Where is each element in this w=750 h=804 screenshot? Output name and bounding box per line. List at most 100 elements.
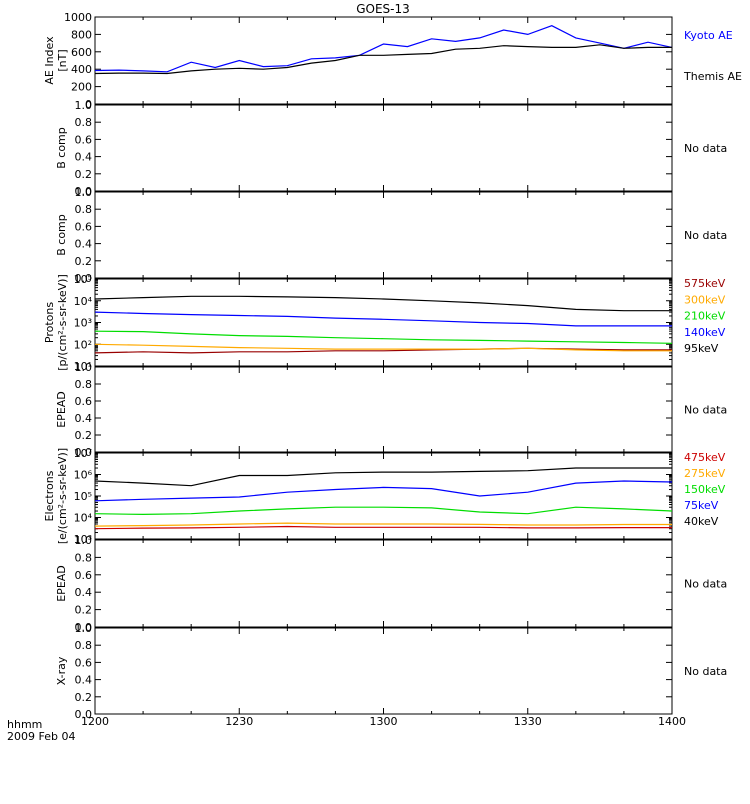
y-tick-label: 0.4 (75, 151, 93, 164)
y-tick-label: 800 (71, 28, 92, 41)
series-line (94, 295, 672, 312)
legend-entry: Kyoto AE (684, 29, 733, 42)
y-axis-label: [p/(cm²-s-sr-keV)] (56, 274, 69, 371)
series-line (94, 522, 672, 527)
y-tick-label: 0.0 (75, 708, 93, 721)
series-line (94, 480, 673, 502)
y-axis-label: Protons (43, 302, 56, 343)
panel-frame (94, 366, 673, 453)
legend-entry: Themis AE (683, 70, 742, 83)
y-tick-label: 1.0 (75, 99, 93, 112)
panel-frame (94, 627, 673, 715)
y-axis-label: X-ray (55, 656, 68, 685)
y-tick-label: 0.8 (75, 551, 93, 564)
panels-group: 0 200 400 600 800 1000 AE Index [nT] Kyoto AE The… (43, 11, 742, 721)
panel-frame (94, 191, 673, 279)
series-line (94, 506, 673, 516)
legend-entry: 575keV (684, 277, 726, 290)
y-axis-label: EPEAD (55, 391, 68, 428)
y-tick-label: 200 (71, 81, 92, 94)
y-tick-label: 10⁵ (74, 490, 92, 503)
y-tick-label: 0.2 (75, 168, 93, 181)
y-tick-label: 1.0 (75, 534, 93, 547)
no-data-note: No data (684, 665, 727, 678)
y-tick-label: 0.8 (75, 639, 93, 652)
panel-frame (94, 104, 673, 192)
y-tick-label: 0.0 (75, 621, 93, 634)
y-tick-label: 0.2 (75, 255, 93, 268)
y-tick-label: 10⁶ (74, 469, 93, 482)
y-tick-label: 0.2 (75, 604, 93, 617)
legend-entry: 300keV (684, 293, 726, 306)
legend-entry: 75keV (684, 499, 719, 512)
no-data-note: No data (684, 404, 727, 417)
y-axis-label: [e/(cm²-s-sr-keV)] (56, 448, 69, 544)
y-tick-label: 10⁴ (74, 295, 93, 308)
y-tick-label: 0.0 (75, 185, 93, 198)
y-tick-label: 600 (71, 46, 92, 59)
y-tick-label: 0.8 (75, 203, 93, 216)
y-tick-label: 0.4 (75, 412, 93, 425)
y-axis-label: B comp (55, 214, 68, 256)
series-line (94, 330, 673, 344)
x-tick-label: 1230 (225, 715, 253, 728)
y-tick-label: 0.2 (75, 429, 93, 442)
y-tick-label: 1000 (64, 11, 92, 24)
footer-time-label: hhmm (7, 718, 42, 731)
legend-entry: 275keV (684, 467, 726, 480)
y-tick-label: 0.4 (75, 238, 93, 251)
series-line (94, 525, 672, 530)
x-tick-label: 1400 (658, 715, 686, 728)
y-tick-label: 10⁷ (74, 447, 92, 460)
no-data-note: No data (684, 578, 727, 591)
y-axis-label: Electrons (43, 470, 56, 521)
y-tick-label: 0.4 (75, 674, 93, 687)
legend-entry: 95keV (684, 342, 719, 355)
y-tick-label: 1.0 (75, 186, 93, 199)
y-tick-label: 0.6 (75, 133, 93, 146)
series-line (94, 467, 672, 487)
series-line (94, 343, 672, 352)
y-tick-label: 0.0 (75, 272, 93, 285)
y-axis-label: B comp (55, 127, 68, 169)
y-axis-label: [nT] (56, 49, 69, 71)
series-line (94, 347, 672, 354)
x-axis-ticks: 1200 1230 1300 1330 1400 (81, 715, 686, 728)
y-tick-label: 0.0 (75, 446, 93, 459)
footer-date-label: 2009 Feb 04 (7, 730, 75, 743)
y-tick-label: 0.6 (75, 569, 93, 582)
y-tick-label: 10³ (74, 533, 92, 546)
plot-title: GOES-13 (356, 2, 410, 16)
y-tick-label: 10³ (74, 317, 92, 330)
y-tick-label: 0.8 (75, 378, 93, 391)
no-data-note: No data (684, 142, 727, 155)
x-tick-label: 1300 (370, 715, 398, 728)
panel-frame (94, 539, 673, 628)
y-tick-label: 0.4 (75, 586, 93, 599)
legend-entry: 150keV (684, 483, 726, 496)
x-tick-label: 1330 (514, 715, 542, 728)
y-tick-label: 10⁵ (74, 273, 92, 286)
y-tick-label: 0.6 (75, 395, 93, 408)
panel-frame (94, 452, 673, 540)
legend-entry: 40keV (684, 515, 719, 528)
legend-entry: 475keV (684, 451, 726, 464)
y-tick-label: 0 (85, 98, 92, 111)
y-tick-label: 0.8 (75, 116, 93, 129)
legend-entry: 140keV (684, 326, 726, 339)
x-tick-label: 1200 (81, 715, 109, 728)
y-tick-label: 0.2 (75, 691, 93, 704)
y-tick-label: 10² (74, 338, 92, 351)
y-tick-label: 0.6 (75, 656, 93, 669)
series-line (94, 44, 672, 75)
y-tick-label: 1.0 (75, 622, 93, 635)
panel-frame (94, 16, 673, 105)
y-axis-label: AE Index (43, 36, 56, 85)
y-tick-label: 10¹ (74, 360, 92, 373)
series-line (94, 311, 672, 327)
y-tick-label: 400 (71, 63, 92, 76)
y-tick-label: 10⁴ (74, 512, 93, 525)
y-axis-label: EPEAD (55, 565, 68, 602)
